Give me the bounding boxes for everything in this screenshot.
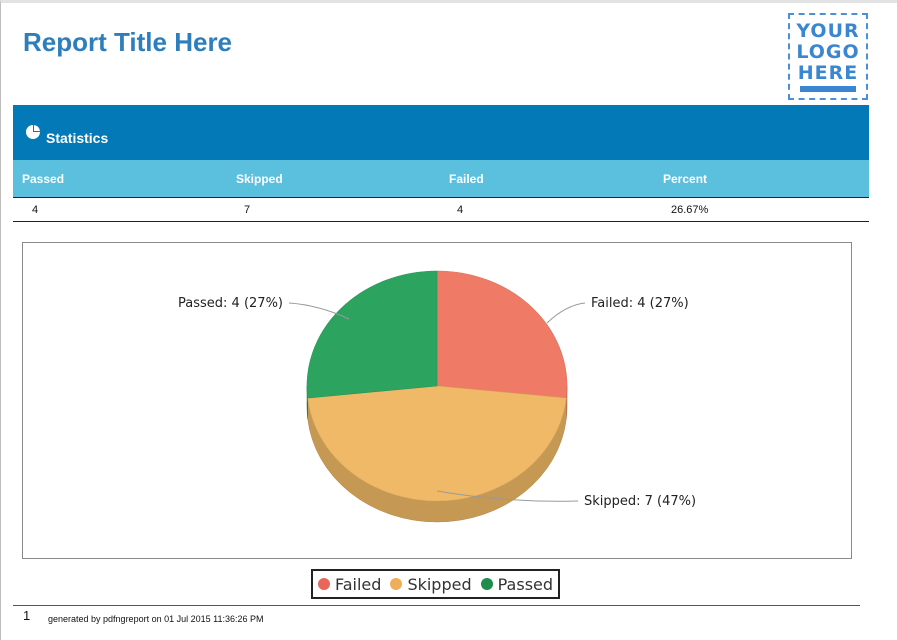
legend-item-failed: Failed (318, 575, 381, 594)
pie-chart: Failed: 4 (27%) Skipped: 7 (47%) Passed: 4… (178, 270, 696, 523)
logo-underline (800, 86, 856, 92)
footer-generated-text: generated by pdfngreport on 01 Jul 2015 … (48, 614, 264, 624)
legend-dot-failed (318, 578, 330, 590)
column-header-passed: Passed (22, 172, 65, 186)
column-header-percent: Percent (663, 172, 708, 186)
pie-slice-failed (436, 270, 568, 399)
pie-label-passed: Passed: 4 (27%) (178, 296, 283, 311)
leader-line-passed (288, 302, 350, 320)
statistics-header: Statistics (13, 105, 869, 160)
legend-label-passed: Passed (497, 574, 554, 594)
statistics-value-row: 4 7 4 26.67% (13, 198, 869, 222)
legend-item-passed: Passed (480, 574, 554, 594)
logo-line-3: HERE (797, 62, 859, 84)
column-header-failed: Failed (449, 172, 484, 186)
page-number: 1 (23, 608, 31, 623)
pie-chart-icon (26, 125, 40, 139)
logo-line-2: LOGO (796, 41, 860, 63)
pie-label-skipped: Skipped: 7 (47%) (584, 494, 696, 509)
legend-dot-skipped (390, 578, 403, 590)
value-skipped: 7 (244, 204, 251, 216)
pie-slice-passed (306, 270, 438, 399)
pie-chart-panel: Failed: 4 (27%) Skipped: 7 (47%) Passed: 4… (22, 242, 852, 559)
chart-legend: Failed Skipped Passed (311, 569, 560, 599)
value-percent: 26.67% (671, 204, 709, 216)
legend-label-skipped: Skipped (407, 574, 472, 594)
pie-slice-skipped (307, 385, 567, 502)
footer-divider (13, 605, 860, 606)
logo-placeholder: YOUR LOGO HERE (788, 13, 868, 100)
leader-line-skipped (436, 490, 579, 502)
value-failed: 4 (457, 204, 464, 216)
legend-dot-passed (480, 578, 493, 590)
statistics-title: Statistics (46, 130, 109, 146)
pie-label-failed: Failed: 4 (27%) (591, 296, 689, 311)
legend-item-skipped: Skipped (390, 574, 472, 594)
statistics-column-headers: Passed Skipped Failed Percent (13, 160, 869, 198)
logo-line-1: YOUR (796, 20, 860, 42)
value-passed: 4 (32, 204, 39, 216)
legend-label-failed: Failed (335, 574, 382, 594)
report-title: Report Title Here (23, 27, 233, 57)
column-header-skipped: Skipped (236, 172, 283, 186)
leader-line-failed (546, 302, 586, 324)
